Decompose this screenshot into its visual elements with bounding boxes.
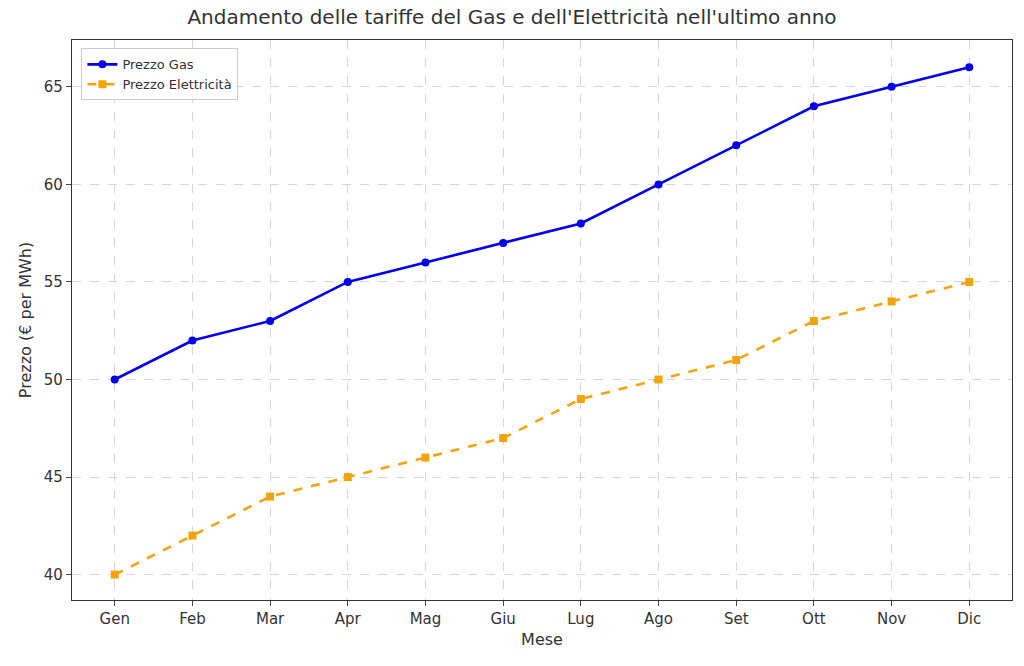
svg-text:Apr: Apr [335, 610, 362, 628]
svg-text:Prezzo Gas: Prezzo Gas [122, 57, 193, 72]
svg-text:Gen: Gen [100, 610, 130, 628]
svg-text:40: 40 [44, 566, 63, 584]
svg-text:Nov: Nov [877, 610, 906, 628]
svg-text:Ago: Ago [644, 610, 673, 628]
svg-text:Prezzo (€ per MWh): Prezzo (€ per MWh) [16, 242, 35, 398]
svg-text:Prezzo Elettricità: Prezzo Elettricità [122, 77, 231, 92]
svg-text:Giu: Giu [491, 610, 516, 628]
svg-text:Set: Set [724, 610, 749, 628]
svg-text:65: 65 [44, 78, 63, 96]
svg-text:Lug: Lug [567, 610, 594, 628]
svg-text:Ott: Ott [802, 610, 826, 628]
svg-text:Mar: Mar [256, 610, 285, 628]
svg-text:Mese: Mese [521, 630, 563, 649]
svg-text:Mag: Mag [410, 610, 442, 628]
svg-text:55: 55 [44, 273, 63, 291]
svg-text:Dic: Dic [957, 610, 981, 628]
svg-text:Andamento delle tariffe del Ga: Andamento delle tariffe del Gas e dell'E… [187, 5, 836, 29]
svg-text:60: 60 [44, 176, 63, 194]
svg-text:Feb: Feb [179, 610, 206, 628]
svg-text:50: 50 [44, 371, 63, 389]
svg-text:45: 45 [44, 468, 63, 486]
